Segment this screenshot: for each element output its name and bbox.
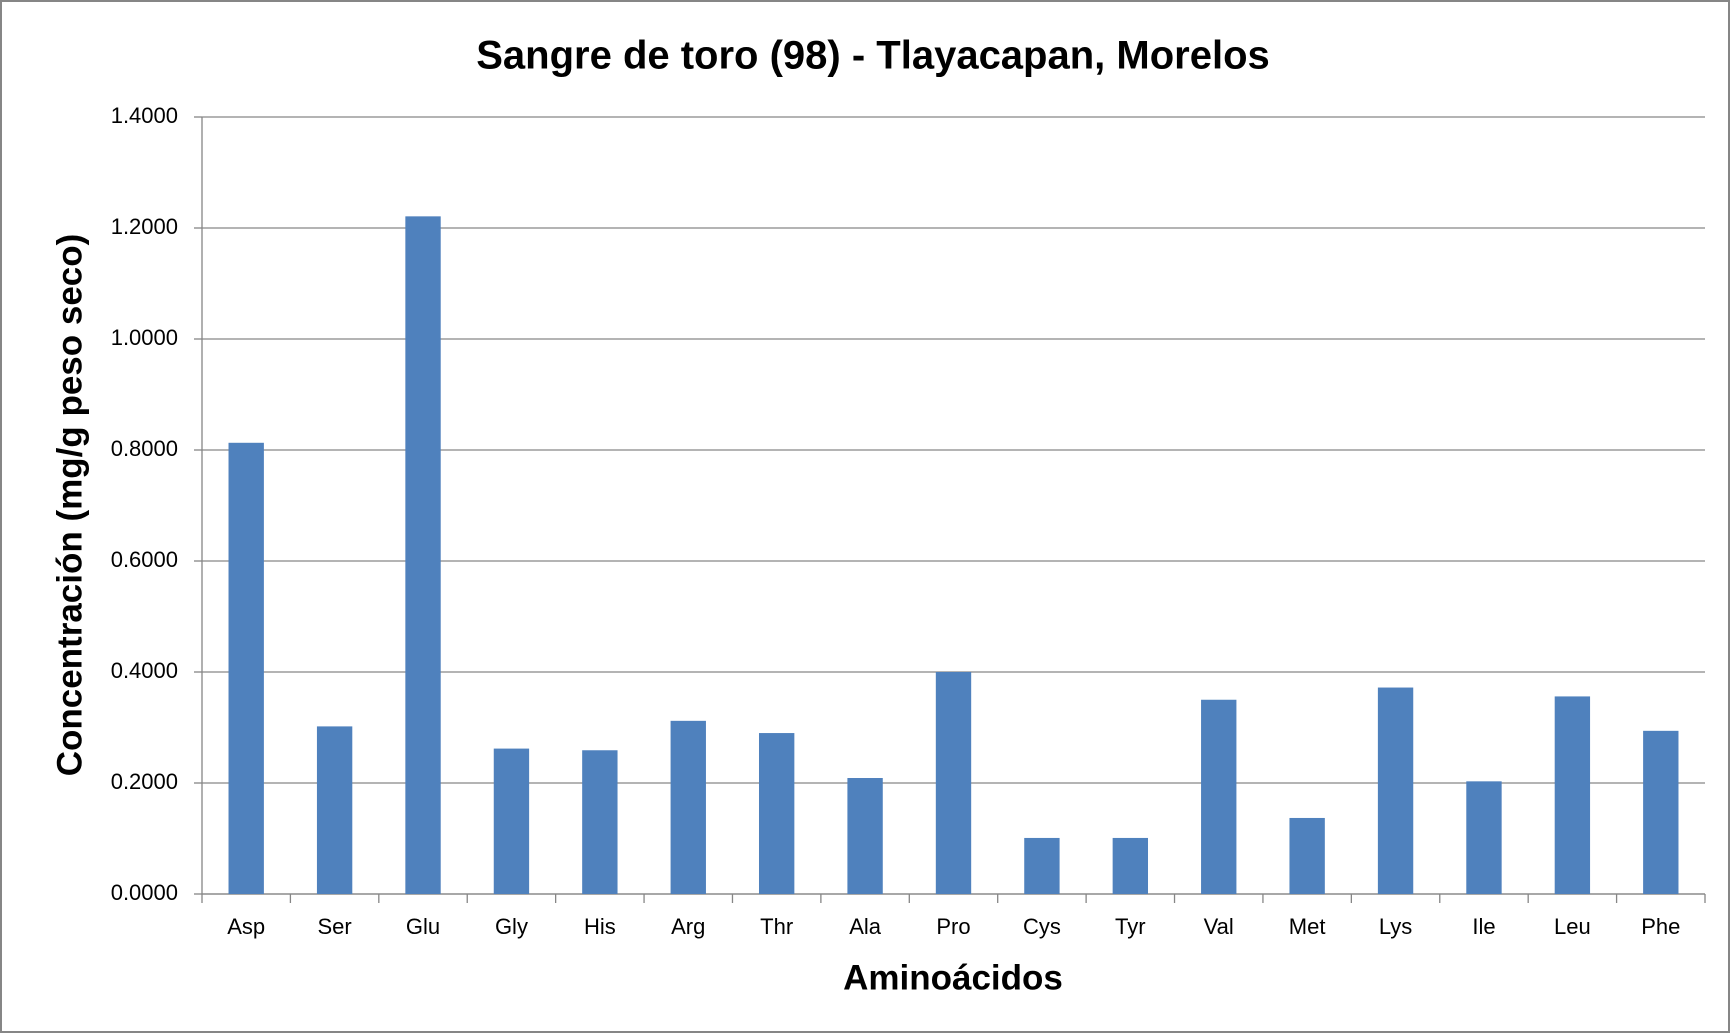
y-tick-label: 0.6000 xyxy=(111,547,178,572)
y-tick-label: 1.0000 xyxy=(111,325,178,350)
x-tick-label: Ala xyxy=(849,914,882,939)
x-tick-label: Arg xyxy=(671,914,705,939)
x-tick-label: Ser xyxy=(317,914,351,939)
x-tick-label: Lys xyxy=(1379,914,1412,939)
bar xyxy=(758,733,795,894)
x-tick-label: Pro xyxy=(936,914,970,939)
x-tick-label: Glu xyxy=(406,914,440,939)
y-tick-label: 1.2000 xyxy=(111,214,178,239)
x-axis-label: Aminoácidos xyxy=(843,958,1063,997)
y-tick-label: 0.2000 xyxy=(111,769,178,794)
bar xyxy=(405,216,441,895)
bar xyxy=(1377,687,1414,894)
bar xyxy=(316,726,353,894)
x-tick-label: Val xyxy=(1204,914,1234,939)
x-tick-label: Asp xyxy=(227,914,265,939)
y-axis-label: Concentración (mg/g peso seco) xyxy=(50,234,89,777)
y-tick-label: 0.0000 xyxy=(111,880,178,905)
x-tick-label: Leu xyxy=(1554,914,1591,939)
bar xyxy=(493,748,530,894)
y-tick-label: 0.8000 xyxy=(111,436,178,461)
bar xyxy=(1201,699,1237,894)
bar xyxy=(1289,817,1325,894)
bar xyxy=(1024,837,1060,894)
x-tick-label: Met xyxy=(1289,914,1326,939)
x-tick-label: Gly xyxy=(495,914,528,939)
bar xyxy=(847,778,883,894)
bar xyxy=(582,750,618,894)
chart-title: Sangre de toro (98) - Tlayacapan, Morelo… xyxy=(476,34,1270,78)
bar xyxy=(670,720,706,894)
x-tick-label: Ile xyxy=(1472,914,1495,939)
bar xyxy=(1112,837,1149,894)
bar xyxy=(1643,730,1679,894)
x-tick-label: Cys xyxy=(1023,914,1061,939)
y-tick-label: 0.4000 xyxy=(111,658,178,683)
bar xyxy=(228,442,264,894)
x-tick-label: His xyxy=(584,914,616,939)
bar xyxy=(1466,781,1502,894)
y-tick-label: 1.4000 xyxy=(111,103,178,128)
x-tick-label: Phe xyxy=(1641,914,1680,939)
x-tick-label: Thr xyxy=(760,914,793,939)
x-tick-label: Tyr xyxy=(1115,914,1146,939)
bar xyxy=(1554,696,1591,894)
bar xyxy=(935,672,972,894)
